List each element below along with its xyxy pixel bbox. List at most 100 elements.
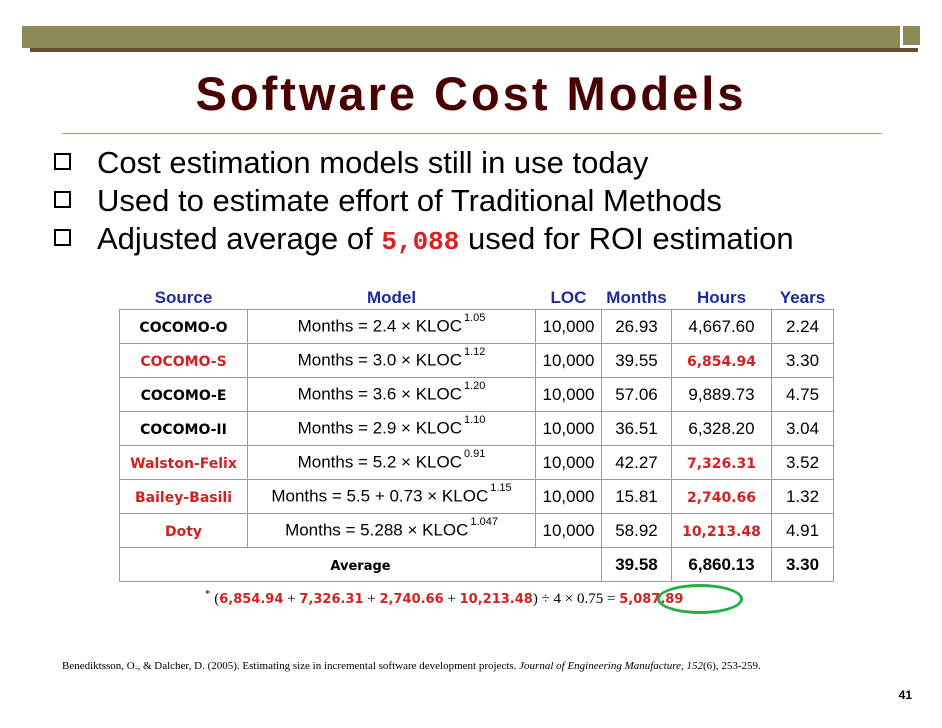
calc-plus: +	[287, 591, 296, 607]
loc-cell: 10,000	[535, 411, 602, 446]
column-header: Months	[606, 288, 667, 307]
calc-term: 10,213.48	[459, 592, 533, 607]
years-cell: 2.24	[771, 309, 834, 344]
hours-cell: 9,889.73	[671, 377, 772, 412]
source-name: COCOMO-S	[140, 353, 227, 370]
column-header: LOC	[550, 288, 587, 307]
months-cell: 15.81	[601, 479, 672, 514]
hours-value: 7,326.31	[686, 455, 757, 472]
hours-value: 2,740.66	[686, 489, 757, 506]
hours-cell: 4,667.60	[671, 309, 772, 344]
hours-value: 10,213.48	[682, 523, 761, 540]
citation-authors: Benediktsson, O., & Dalcher, D. (2005). …	[62, 660, 517, 672]
citation-rest: (6), 253-259.	[703, 660, 761, 672]
top-decorative-bar	[22, 26, 918, 48]
table-row: Walston-Felix Months = 5.2 × KLOC 0.91 10,0…	[119, 445, 834, 480]
model-exponent: 1.10	[464, 414, 486, 427]
bullet-item: Used to estimate effort of Traditional M…	[54, 182, 794, 220]
title-divider	[62, 133, 882, 134]
hours-cell: 6,328.20	[671, 411, 772, 446]
bullet-item: Adjusted average of 5,088 used for ROI e…	[54, 220, 794, 258]
source-cell: COCOMO-II	[119, 411, 248, 446]
model-exponent: 1.20	[464, 380, 486, 393]
source-cell: COCOMO-E	[119, 377, 248, 412]
loc-cell: 10,000	[535, 309, 602, 344]
source-cell: COCOMO-O	[119, 309, 248, 344]
calc-tail: ) ÷ 4 × 0.75 =	[532, 591, 616, 607]
months-cell: 39.55	[601, 343, 672, 378]
table-body: COCOMO-O Months = 2.4 × KLOC 1.05 10,000 26.…	[119, 309, 834, 582]
page-number: 41	[898, 688, 912, 702]
hours-value: 6,854.94	[686, 353, 757, 370]
source-cell: Doty	[119, 513, 248, 548]
model-formula: Months = 3.6 × KLOC	[297, 384, 462, 404]
hours-cell: 10,213.48	[671, 513, 772, 548]
loc-cell: 10,000	[535, 445, 602, 480]
model-formula: Months = 5.2 × KLOC	[297, 452, 462, 472]
bullet-box-icon	[54, 191, 71, 209]
years-cell: 4.75	[771, 377, 834, 412]
calc-term: 7,326.31	[299, 592, 364, 607]
average-years: 3.30	[771, 547, 834, 582]
years-cell: 3.52	[771, 445, 834, 480]
model-formula: Months = 5.288 × KLOC	[285, 520, 469, 540]
bullet-text: Used to estimate effort of Traditional M…	[97, 183, 722, 218]
hours-cell: 2,740.66	[671, 479, 772, 514]
source-name: Walston-Felix	[130, 455, 237, 472]
months-cell: 58.92	[601, 513, 672, 548]
source-cell: Walston-Felix	[119, 445, 248, 480]
model-formula: Months = 2.4 × KLOC	[297, 316, 462, 336]
column-header: Years	[779, 288, 826, 307]
model-exponent: 1.12	[464, 346, 486, 359]
years-cell: 1.32	[771, 479, 834, 514]
corner-decoration	[900, 26, 920, 48]
table-row: COCOMO-O Months = 2.4 × KLOC 1.05 10,000 26.…	[119, 309, 834, 344]
calc-plus: +	[367, 591, 376, 607]
source-name: Doty	[164, 523, 203, 540]
citation-journal: Journal of Engineering Manufacture, 152	[519, 660, 703, 672]
model-formula: Months = 2.9 × KLOC	[297, 418, 462, 438]
table-row: Bailey-Basili Months = 5.5 + 0.73 × KLOC 1…	[119, 479, 834, 514]
model-exponent: 1.047	[470, 516, 498, 529]
months-cell: 57.06	[601, 377, 672, 412]
average-label-cell: Average	[119, 547, 602, 582]
source-cell: Bailey-Basili	[119, 479, 248, 514]
model-cell: Months = 2.9 × KLOC 1.10	[247, 411, 536, 446]
slide-title: Software Cost Models	[195, 67, 747, 120]
months-cell: 42.27	[601, 445, 672, 480]
model-formula: Months = 5.5 + 0.73 × KLOC	[271, 486, 489, 506]
calc-term: 2,740.66	[379, 592, 444, 607]
hours-cell: 7,326.31	[671, 445, 772, 480]
model-cell: Months = 5.5 + 0.73 × KLOC 1.15	[247, 479, 536, 514]
bullet-box-icon	[54, 229, 71, 247]
table-row: COCOMO-II Months = 2.9 × KLOC 1.10 10,000 36…	[119, 411, 834, 446]
model-exponent: 1.15	[490, 482, 512, 495]
table-row: COCOMO-S Months = 3.0 × KLOC 1.12 10,000 39.…	[119, 343, 834, 378]
average-label: Average	[330, 558, 391, 574]
hours-value: 9,889.73	[688, 384, 755, 404]
model-cell: Months = 5.288 × KLOC 1.047	[247, 513, 536, 548]
model-exponent: 0.91	[464, 448, 486, 461]
model-cell: Months = 2.4 × KLOC 1.05	[247, 309, 536, 344]
citation: Benediktsson, O., & Dalcher, D. (2005). …	[62, 660, 761, 672]
top-bar-shadow	[30, 48, 918, 52]
roi-calculation: * (6,854.94 + 7,326.31 + 2,740.66 + 10,2…	[205, 588, 683, 608]
model-cell: Months = 3.0 × KLOC 1.12	[247, 343, 536, 378]
column-header: Model	[366, 288, 417, 307]
calc-open-paren: (	[214, 591, 220, 607]
hours-value: 6,328.20	[688, 418, 755, 438]
years-cell: 3.04	[771, 411, 834, 446]
model-formula: Months = 3.0 × KLOC	[297, 350, 462, 370]
model-exponent: 1.05	[464, 312, 486, 325]
source-cell: COCOMO-S	[119, 343, 248, 378]
bullet-highlight-value: 5,088	[381, 227, 460, 257]
model-cell: Months = 3.6 × KLOC 1.20	[247, 377, 536, 412]
loc-cell: 10,000	[535, 513, 602, 548]
average-months: 39.58	[601, 547, 672, 582]
table-row: COCOMO-E Months = 3.6 × KLOC 1.20 10,000 57.…	[119, 377, 834, 412]
loc-cell: 10,000	[535, 377, 602, 412]
table-row: Doty Months = 5.288 × KLOC 1.047 10,000 58.9…	[119, 513, 834, 548]
bullet-text: Adjusted average of	[97, 221, 382, 256]
bullet-item: Cost estimation models still in use toda…	[54, 144, 794, 182]
source-name: COCOMO-E	[140, 387, 227, 404]
